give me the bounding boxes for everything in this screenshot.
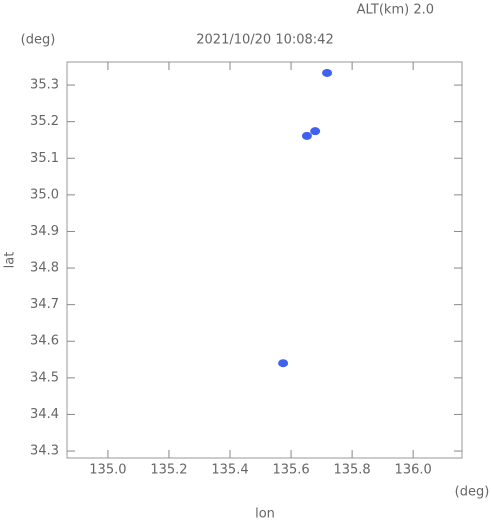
echo-point (278, 359, 289, 368)
x-tick-label: 135.6 (272, 463, 309, 478)
chart-title: 2021/10/20 10:08:42 (196, 33, 333, 48)
y-unit: (deg) (21, 33, 56, 48)
y-tick-label: 35.2 (30, 114, 59, 129)
y-tick-label: 34.8 (30, 261, 59, 276)
y-tick-label: 34.3 (30, 444, 59, 459)
y-tick-label: 34.6 (30, 334, 59, 349)
y-tick-label: 34.9 (30, 224, 59, 239)
y-tick-label: 35.0 (30, 187, 59, 202)
x-tick-label: 135.4 (211, 463, 248, 478)
echo-point (310, 127, 321, 136)
y-axis-label: lat (3, 252, 18, 269)
plot-frame (66, 61, 463, 459)
echo-point (322, 68, 333, 77)
x-tick-label: 135.2 (150, 463, 187, 478)
y-tick-label: 34.7 (30, 297, 59, 312)
y-tick-label: 34.5 (30, 370, 59, 385)
x-tick-label: 135.8 (333, 463, 370, 478)
echo-point (301, 131, 312, 140)
x-tick-label: 135.0 (89, 463, 126, 478)
x-tick-label: 136.0 (395, 463, 432, 478)
y-tick-label: 35.3 (30, 78, 59, 93)
altitude: ALT(km) 2.0 (357, 3, 434, 18)
x-axis-label: lon (255, 507, 275, 521)
y-tick-label: 34.4 (30, 407, 59, 422)
y-tick-label: 35.1 (30, 151, 59, 166)
x-unit: (deg) (455, 485, 490, 500)
